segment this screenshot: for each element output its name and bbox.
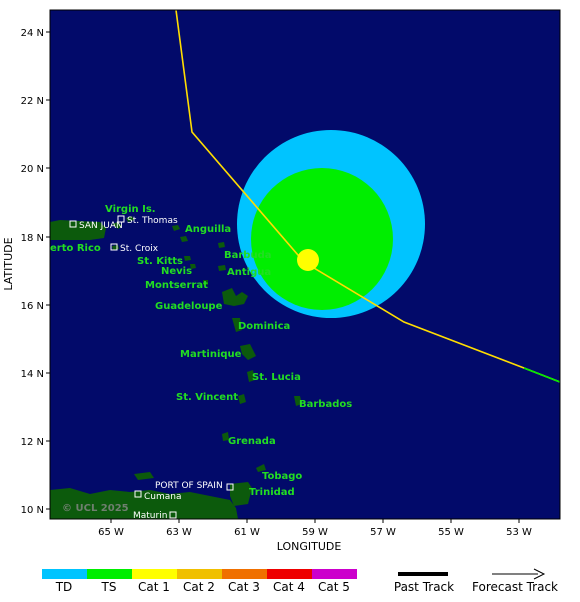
montserrat-land <box>203 280 208 285</box>
label-cumana: Cumana <box>144 492 182 502</box>
legend-swatch-cat1 <box>132 569 177 579</box>
legend-label-cat4: Cat 4 <box>273 580 305 594</box>
x-tick-label-61w: 61 W <box>234 527 260 538</box>
island-land <box>180 236 188 242</box>
margarita-land <box>134 472 154 480</box>
legend-label-cat3: Cat 3 <box>228 580 260 594</box>
st-vincent-land <box>238 394 246 404</box>
label-st-kitts: St. Kitts <box>137 256 183 267</box>
track-legend: Past Track Forecast Track <box>394 568 558 594</box>
virgin-islands-land-2 <box>126 216 134 222</box>
cumana-marker <box>134 490 142 498</box>
x-tick-label-63w: 63 W <box>166 527 192 538</box>
st-lucia-land <box>247 370 255 382</box>
label-nevis: Nevis <box>161 266 192 277</box>
label-st-croix: St. Croix <box>120 244 159 254</box>
virgin-islands-land <box>112 222 122 229</box>
x-tick-label-65w: 65 W <box>98 527 124 538</box>
y-tick-label-24n: 24 N <box>21 28 44 39</box>
ts-wind-radius <box>251 168 393 310</box>
trinidad-land <box>230 482 252 506</box>
label-port-of-spain: PORT OF SPAIN <box>155 481 223 491</box>
x-tick-label-57w: 57 W <box>370 527 396 538</box>
label-san-juan: SAN JUAN <box>79 221 123 231</box>
tobago-land <box>256 464 266 472</box>
forecast-track-tail <box>523 367 561 383</box>
venezuela-land <box>50 488 238 519</box>
barbuda-land <box>218 242 225 248</box>
x-axis <box>110 519 520 523</box>
label-puerto-rico: erto Rico <box>50 243 101 254</box>
st-kitts-land <box>184 256 191 261</box>
credit-text: © UCL 2025 <box>62 503 129 514</box>
label-tobago: Tobago <box>262 471 302 482</box>
y-tick-label-18n: 18 N <box>21 233 44 244</box>
map-frame <box>49 9 561 520</box>
intensity-legend: TD TS Cat 1 Cat 2 Cat 3 Cat 4 Cat 5 <box>42 569 357 594</box>
place-labels-green: Virgin Is. Anguilla erto Rico St. Kitts … <box>50 204 352 498</box>
y-tick-label-16n: 16 N <box>21 301 44 312</box>
legend-past-track: Past Track <box>394 580 454 594</box>
anguilla-land <box>172 225 180 231</box>
san-juan-marker <box>69 220 77 228</box>
storm-center <box>297 249 319 271</box>
label-barbados: Barbados <box>299 399 352 410</box>
grenada-land <box>222 432 229 441</box>
label-grenada: Grenada <box>228 436 276 447</box>
label-st-thomas: St. Thomas <box>127 216 178 226</box>
legend-swatch-cat4 <box>267 569 312 579</box>
x-tick-label-53w: 53 W <box>506 527 532 538</box>
x-axis-title: LONGITUDE <box>277 540 342 553</box>
antigua-land <box>218 265 226 271</box>
maturin-marker <box>169 511 177 519</box>
legend-label-ts: TS <box>101 580 117 594</box>
st-thomas-marker <box>117 215 125 223</box>
puerto-rico-land <box>50 220 106 240</box>
legend-swatch-cat2 <box>177 569 222 579</box>
y-axis-title: LATITUDE <box>2 237 15 290</box>
y-tick-label-22n: 22 N <box>21 96 44 107</box>
barbados-land <box>294 396 302 406</box>
y-tick-label-14n: 14 N <box>21 369 44 380</box>
legend-forecast-track: Forecast Track <box>472 580 558 594</box>
forecast-arrow-icon <box>533 568 546 580</box>
y-tick-label-12n: 12 N <box>21 437 44 448</box>
label-st-vincent: St. Vincent <box>176 392 238 403</box>
x-tick-label-55w: 55 W <box>438 527 464 538</box>
label-dominica: Dominica <box>238 321 290 332</box>
legend-label-td: TD <box>55 580 73 594</box>
x-tick-label-59w: 59 W <box>302 527 328 538</box>
legend-label-cat5: Cat 5 <box>318 580 350 594</box>
label-anguilla: Anguilla <box>185 224 231 235</box>
label-guadeloupe: Guadeloupe <box>155 301 223 312</box>
label-montserrat: Montserrat <box>145 280 208 291</box>
legend-swatch-cat3 <box>222 569 267 579</box>
label-st-lucia: St. Lucia <box>252 372 301 383</box>
label-martinique: Martinique <box>180 349 242 360</box>
martinique-land <box>240 344 256 360</box>
legend-label-cat1: Cat 1 <box>138 580 170 594</box>
dominica-land <box>232 318 242 332</box>
y-axis <box>46 31 50 510</box>
y-tick-label-10n: 10 N <box>21 505 44 516</box>
label-maturin: Maturin <box>133 511 167 521</box>
label-trinidad: Trinidad <box>249 487 295 498</box>
legend-label-cat2: Cat 2 <box>183 580 215 594</box>
guadeloupe-land <box>222 288 248 306</box>
legend-swatch-ts <box>87 569 132 579</box>
port-of-spain-marker <box>226 483 234 491</box>
y-tick-label-20n: 20 N <box>21 164 44 175</box>
label-barbuda: Barbuda <box>224 250 272 261</box>
label-virgin-is: Virgin Is. <box>105 204 156 215</box>
legend-swatch-td <box>42 569 87 579</box>
label-antigua: Antigua <box>227 267 271 278</box>
nevis-land <box>190 264 196 269</box>
place-labels-white: SAN JUAN St. Thomas St. Croix PORT OF SP… <box>69 215 234 521</box>
st-croix-marker <box>110 243 118 251</box>
legend-swatch-cat5 <box>312 569 357 579</box>
